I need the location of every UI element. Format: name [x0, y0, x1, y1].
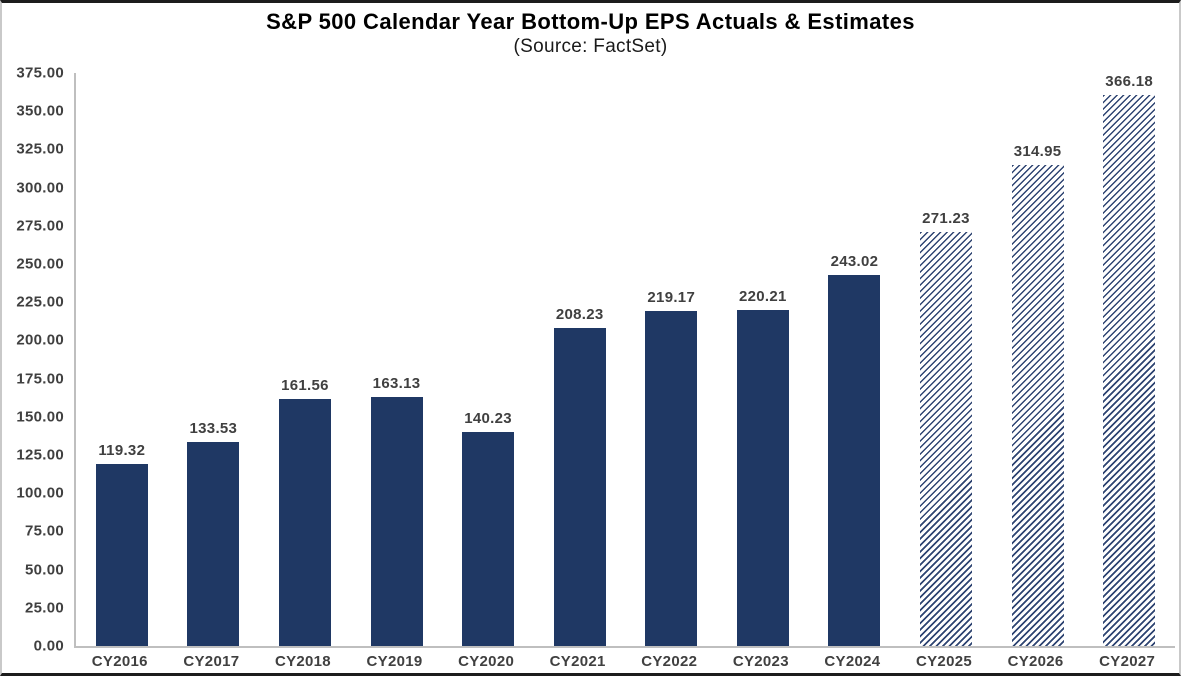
x-tick-label: CY2026	[1007, 653, 1064, 670]
y-axis-tick-labels: 0.00 25.00 50.00 75.00 100.00 125.00 150.00 175…	[2, 65, 64, 655]
x-tick-label: CY2024	[824, 653, 881, 670]
y-tick-label: 325.00	[16, 140, 64, 158]
x-tick-label: CY2016	[91, 653, 148, 670]
x-axis-category-labels: CY2016 CY2017 CY2018 CY2019 CY2020 CY2021 CY20…	[74, 653, 1173, 670]
value-label: 119.32	[98, 441, 146, 459]
y-tick-label: 150.00	[16, 408, 64, 426]
bar-actual	[736, 309, 789, 646]
y-tick-label: 0.00	[33, 637, 64, 655]
bar-actual	[187, 441, 240, 646]
y-tick-label: 250.00	[16, 255, 64, 273]
y-tick-label: 375.00	[16, 64, 64, 82]
value-label: 208.23	[555, 305, 604, 323]
bar-actual	[553, 327, 606, 646]
bar-actual	[370, 396, 423, 646]
x-tick-label: CY2027	[1099, 653, 1156, 670]
bar-estimate	[1103, 95, 1156, 646]
value-label: 243.02	[830, 252, 879, 270]
bar-column-CY2025: 271.23	[900, 73, 992, 646]
y-tick-label: 275.00	[16, 217, 64, 235]
value-label: 220.21	[738, 287, 787, 305]
bar-column-CY2019: 163.13	[351, 73, 443, 646]
y-tick-label: 75.00	[24, 522, 64, 540]
bar-column-CY2023: 220.21	[717, 73, 809, 646]
x-tick-label: CY2023	[732, 653, 789, 670]
bars-container: 119.32 133.53 161.56 163.13 140.23 208.23 219.…	[76, 73, 1175, 646]
x-tick-label: CY2018	[274, 653, 331, 670]
y-tick-label: 350.00	[16, 102, 64, 120]
value-label: 314.95	[1013, 142, 1062, 160]
plot-area: 119.32 133.53 161.56 163.13 140.23 208.23 219.…	[74, 73, 1175, 648]
x-tick-label: CY2022	[641, 653, 698, 670]
x-tick-label: CY2019	[366, 653, 423, 670]
y-tick-label: 225.00	[16, 293, 64, 311]
bar-actual	[278, 399, 331, 646]
value-label: 271.23	[922, 209, 970, 227]
x-tick-label: CY2017	[183, 653, 240, 670]
value-label: 140.23	[464, 409, 512, 427]
y-tick-label: 50.00	[24, 561, 64, 579]
y-tick-label: 25.00	[24, 599, 64, 617]
bar-column-CY2020: 140.23	[442, 73, 534, 646]
bar-column-CY2018: 161.56	[259, 73, 351, 646]
value-label: 366.18	[1105, 73, 1153, 90]
y-tick-label: 100.00	[16, 484, 64, 502]
bar-column-CY2026: 314.95	[992, 73, 1084, 646]
bar-actual	[645, 311, 698, 646]
chart-title: S&P 500 Calendar Year Bottom-Up EPS Actu…	[266, 9, 915, 34]
bar-column-CY2022: 219.17	[625, 73, 717, 646]
value-label: 161.56	[281, 377, 329, 395]
y-tick-label: 175.00	[16, 370, 64, 388]
value-label: 163.13	[372, 374, 421, 392]
chart-subtitle: (Source: FactSet)	[513, 36, 668, 57]
bar-column-CY2024: 243.02	[809, 73, 901, 646]
bar-column-CY2021: 208.23	[534, 73, 626, 646]
bar-column-CY2017: 133.53	[168, 73, 260, 646]
bar-column-CY2027: 366.18	[1083, 73, 1175, 646]
x-tick-label: CY2021	[549, 653, 606, 670]
bar-actual	[95, 463, 148, 646]
y-tick-label: 125.00	[16, 446, 64, 464]
bar-actual	[462, 431, 515, 646]
value-label: 133.53	[189, 419, 238, 437]
bar-column-CY2016: 119.32	[76, 73, 168, 646]
bar-estimate	[919, 231, 972, 646]
y-tick-label: 300.00	[16, 179, 64, 197]
bar-actual	[828, 274, 881, 646]
y-tick-label: 200.00	[16, 331, 64, 349]
x-tick-label: CY2020	[458, 653, 515, 670]
x-tick-label: CY2025	[915, 653, 972, 670]
value-label: 219.17	[647, 289, 696, 307]
bar-estimate	[1011, 164, 1064, 646]
